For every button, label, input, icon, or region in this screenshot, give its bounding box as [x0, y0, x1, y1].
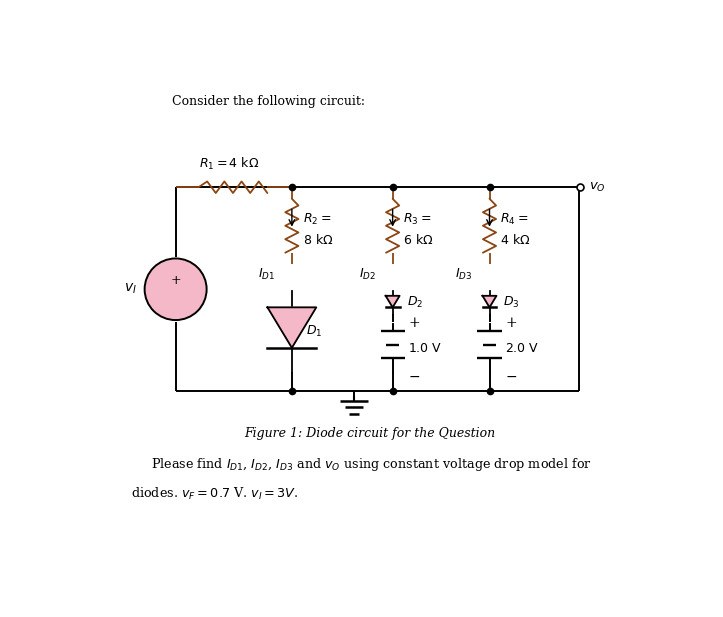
Text: $-$: $-$	[408, 369, 420, 383]
Text: +: +	[171, 273, 181, 286]
Text: $4\ \mathrm{k\Omega}$: $4\ \mathrm{k\Omega}$	[500, 233, 531, 247]
Polygon shape	[385, 296, 400, 307]
Text: $D_3$: $D_3$	[503, 295, 520, 310]
Polygon shape	[268, 307, 316, 348]
Text: Figure 1: Diode circuit for the Question: Figure 1: Diode circuit for the Question	[244, 427, 496, 440]
Text: +: +	[505, 316, 517, 329]
Text: +: +	[408, 316, 420, 329]
Circle shape	[145, 259, 207, 320]
Text: $R_1 = 4\ \mathrm{k\Omega}$: $R_1 = 4\ \mathrm{k\Omega}$	[199, 155, 260, 172]
Text: $I_{D3}$: $I_{D3}$	[455, 267, 472, 282]
Text: $D_1$: $D_1$	[306, 324, 322, 339]
Text: $I_{D1}$: $I_{D1}$	[257, 267, 275, 282]
Text: $2.0\ \mathrm{V}$: $2.0\ \mathrm{V}$	[505, 342, 539, 355]
Text: $D_2$: $D_2$	[406, 295, 423, 310]
Text: Consider the following circuit:: Consider the following circuit:	[172, 95, 364, 108]
Text: $8\ \mathrm{k\Omega}$: $8\ \mathrm{k\Omega}$	[303, 233, 333, 247]
Text: $1.0\ \mathrm{V}$: $1.0\ \mathrm{V}$	[408, 342, 442, 355]
Text: $v_O$: $v_O$	[589, 181, 606, 194]
Text: $6\ \mathrm{k\Omega}$: $6\ \mathrm{k\Omega}$	[403, 233, 434, 247]
Text: $R_3 =$: $R_3 =$	[403, 212, 432, 227]
Polygon shape	[482, 296, 497, 307]
Text: $v_I$: $v_I$	[124, 282, 137, 296]
Text: Please find $I_{D1}$, $I_{D2}$, $I_{D3}$ and $v_O$ using constant voltage drop m: Please find $I_{D1}$, $I_{D2}$, $I_{D3}$…	[151, 456, 592, 473]
Text: $R_2 =$: $R_2 =$	[303, 212, 331, 227]
Text: $-$: $-$	[505, 369, 517, 383]
Text: $R_4 =$: $R_4 =$	[500, 212, 529, 227]
Text: diodes. $v_F = 0.7$ V. $v_I = 3V$.: diodes. $v_F = 0.7$ V. $v_I = 3V$.	[131, 486, 298, 502]
Text: $I_{D2}$: $I_{D2}$	[359, 267, 375, 282]
